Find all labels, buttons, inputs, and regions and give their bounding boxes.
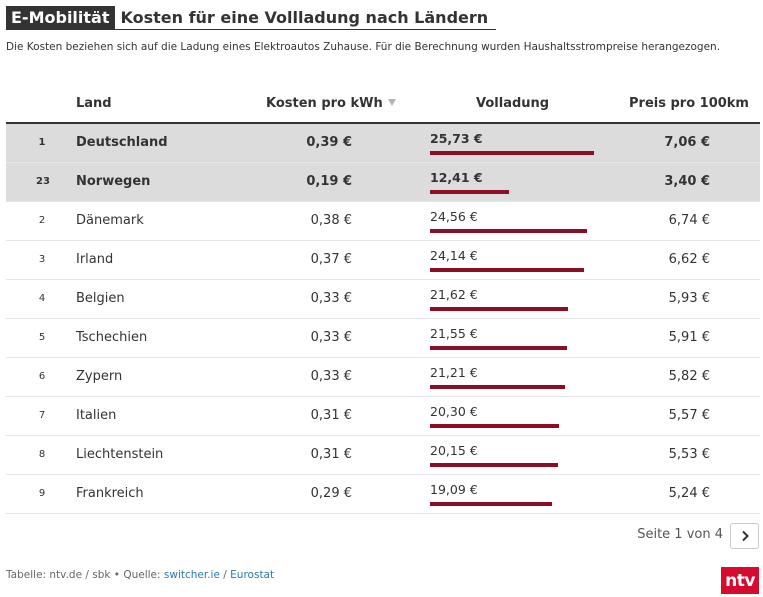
row-rank: 8 xyxy=(38,449,46,460)
full-charge-bar xyxy=(430,463,558,467)
table-row: 6 Zypern 0,33 € 21,21 € 5,82 € xyxy=(6,358,760,397)
row-full-charge: 21,21 € xyxy=(430,365,478,380)
row-price-per-100km: 6,62 € xyxy=(668,252,710,267)
table-row: 8 Liechtenstein 0,31 € 20,15 € 5,53 € xyxy=(6,436,760,475)
row-country: Deutschland xyxy=(76,135,168,150)
table-row: 5 Tschechien 0,33 € 21,55 € 5,91 € xyxy=(6,319,760,358)
footer-prefix: Tabelle: ntv.de / sbk • Quelle: xyxy=(6,569,164,581)
row-country: Norwegen xyxy=(76,174,151,189)
table-row: 7 Italien 0,31 € 20,30 € 5,57 € xyxy=(6,397,760,436)
row-price-per-100km: 3,40 € xyxy=(664,174,710,189)
row-rank: 4 xyxy=(38,293,46,304)
row-price-per-100km: 5,53 € xyxy=(668,447,710,462)
column-header-km[interactable]: Preis pro 100km xyxy=(629,96,749,111)
page-subtitle: Die Kosten beziehen sich auf die Ladung … xyxy=(6,41,721,53)
next-page-button[interactable] xyxy=(730,523,759,549)
full-charge-bar xyxy=(430,385,565,389)
table-row: 1 Deutschland 0,39 € 25,73 € 7,06 € xyxy=(6,124,760,163)
row-rank: 5 xyxy=(38,332,46,343)
row-country: Italien xyxy=(76,408,117,423)
full-charge-bar xyxy=(430,268,584,272)
full-charge-bar xyxy=(430,229,587,233)
row-country: Frankreich xyxy=(76,486,144,501)
full-charge-bar xyxy=(430,424,559,428)
chevron-right-icon xyxy=(741,530,749,542)
row-cost-per-kwh: 0,39 € xyxy=(306,135,352,150)
row-country: Dänemark xyxy=(76,213,144,228)
row-country: Irland xyxy=(76,252,114,267)
table-body: 1 Deutschland 0,39 €25,73 €7,06 €23 Norwege… xyxy=(6,124,760,514)
row-cost-per-kwh: 0,31 € xyxy=(310,447,352,462)
pagination-label: Seite 1 von 4 xyxy=(637,527,723,542)
row-full-charge: 20,30 € xyxy=(430,404,478,419)
row-price-per-100km: 5,93 € xyxy=(668,291,710,306)
row-full-charge: 24,14 € xyxy=(430,248,478,263)
column-header-kwh-label: Kosten pro kWh xyxy=(266,96,383,111)
table-row: 23 Norwegen 0,19 € 12,41 € 3,40 € xyxy=(6,163,760,202)
row-full-charge: 25,73 € xyxy=(430,131,483,146)
table-row: 3 Irland 0,37 € 24,14 € 6,62 € xyxy=(6,241,760,280)
row-full-charge: 21,55 € xyxy=(430,326,478,341)
sort-descending-icon[interactable] xyxy=(387,99,396,106)
row-cost-per-kwh: 0,38 € xyxy=(310,213,352,228)
row-price-per-100km: 5,57 € xyxy=(668,408,710,423)
full-charge-bar xyxy=(430,502,552,506)
page-title: Kosten für eine Vollladung nach Ländern xyxy=(115,6,497,30)
row-rank: 2 xyxy=(38,215,46,226)
row-full-charge: 24,56 € xyxy=(430,209,478,224)
source-link-eurostat[interactable]: Eurostat xyxy=(230,569,275,581)
full-charge-bar xyxy=(430,190,509,194)
row-country: Tschechien xyxy=(76,330,148,345)
row-country: Belgien xyxy=(76,291,125,306)
title-tag: E-Mobilität xyxy=(6,6,116,30)
table-row: 9 Frankreich 0,29 € 19,09 € 5,24 € xyxy=(6,475,760,514)
row-rank: 7 xyxy=(38,410,46,421)
column-header-land[interactable]: Land xyxy=(76,96,112,111)
row-price-per-100km: 5,24 € xyxy=(668,486,710,501)
row-rank: 6 xyxy=(38,371,46,382)
ntv-logo: ntv xyxy=(721,567,759,594)
column-header-kwh[interactable]: Kosten pro kWh xyxy=(266,96,396,111)
row-cost-per-kwh: 0,37 € xyxy=(310,252,352,267)
chart-title: E-Mobilität Kosten für eine Vollladung n… xyxy=(6,6,497,30)
source-link-switcher[interactable]: switcher.ie xyxy=(163,569,220,581)
source-footer: Tabelle: ntv.de / sbk • Quelle: switcher… xyxy=(6,569,274,581)
row-rank: 23 xyxy=(36,176,50,187)
row-cost-per-kwh: 0,31 € xyxy=(310,408,352,423)
row-price-per-100km: 7,06 € xyxy=(664,135,710,150)
row-price-per-100km: 5,91 € xyxy=(668,330,710,345)
column-header-full[interactable]: Volladung xyxy=(476,96,550,111)
row-full-charge: 20,15 € xyxy=(430,443,478,458)
row-full-charge: 12,41 € xyxy=(430,170,483,185)
row-full-charge: 19,09 € xyxy=(430,482,478,497)
header-divider xyxy=(6,122,760,124)
row-cost-per-kwh: 0,33 € xyxy=(310,291,352,306)
row-cost-per-kwh: 0,19 € xyxy=(306,174,352,189)
row-country: Liechtenstein xyxy=(76,447,164,462)
row-rank: 3 xyxy=(38,254,46,265)
row-price-per-100km: 6,74 € xyxy=(668,213,710,228)
row-cost-per-kwh: 0,33 € xyxy=(310,330,352,345)
row-price-per-100km: 5,82 € xyxy=(668,369,710,384)
footer-separator: / xyxy=(219,569,231,581)
table-row: 2 Dänemark 0,38 € 24,56 € 6,74 € xyxy=(6,202,760,241)
row-cost-per-kwh: 0,29 € xyxy=(310,486,352,501)
full-charge-bar xyxy=(430,307,568,311)
full-charge-bar xyxy=(430,346,567,350)
row-country: Zypern xyxy=(76,369,123,384)
row-cost-per-kwh: 0,33 € xyxy=(310,369,352,384)
row-rank: 1 xyxy=(38,137,46,148)
row-full-charge: 21,62 € xyxy=(430,287,478,302)
table-row: 4 Belgien 0,33 € 21,62 € 5,93 € xyxy=(6,280,760,319)
full-charge-bar xyxy=(430,151,594,155)
row-rank: 9 xyxy=(38,488,46,499)
